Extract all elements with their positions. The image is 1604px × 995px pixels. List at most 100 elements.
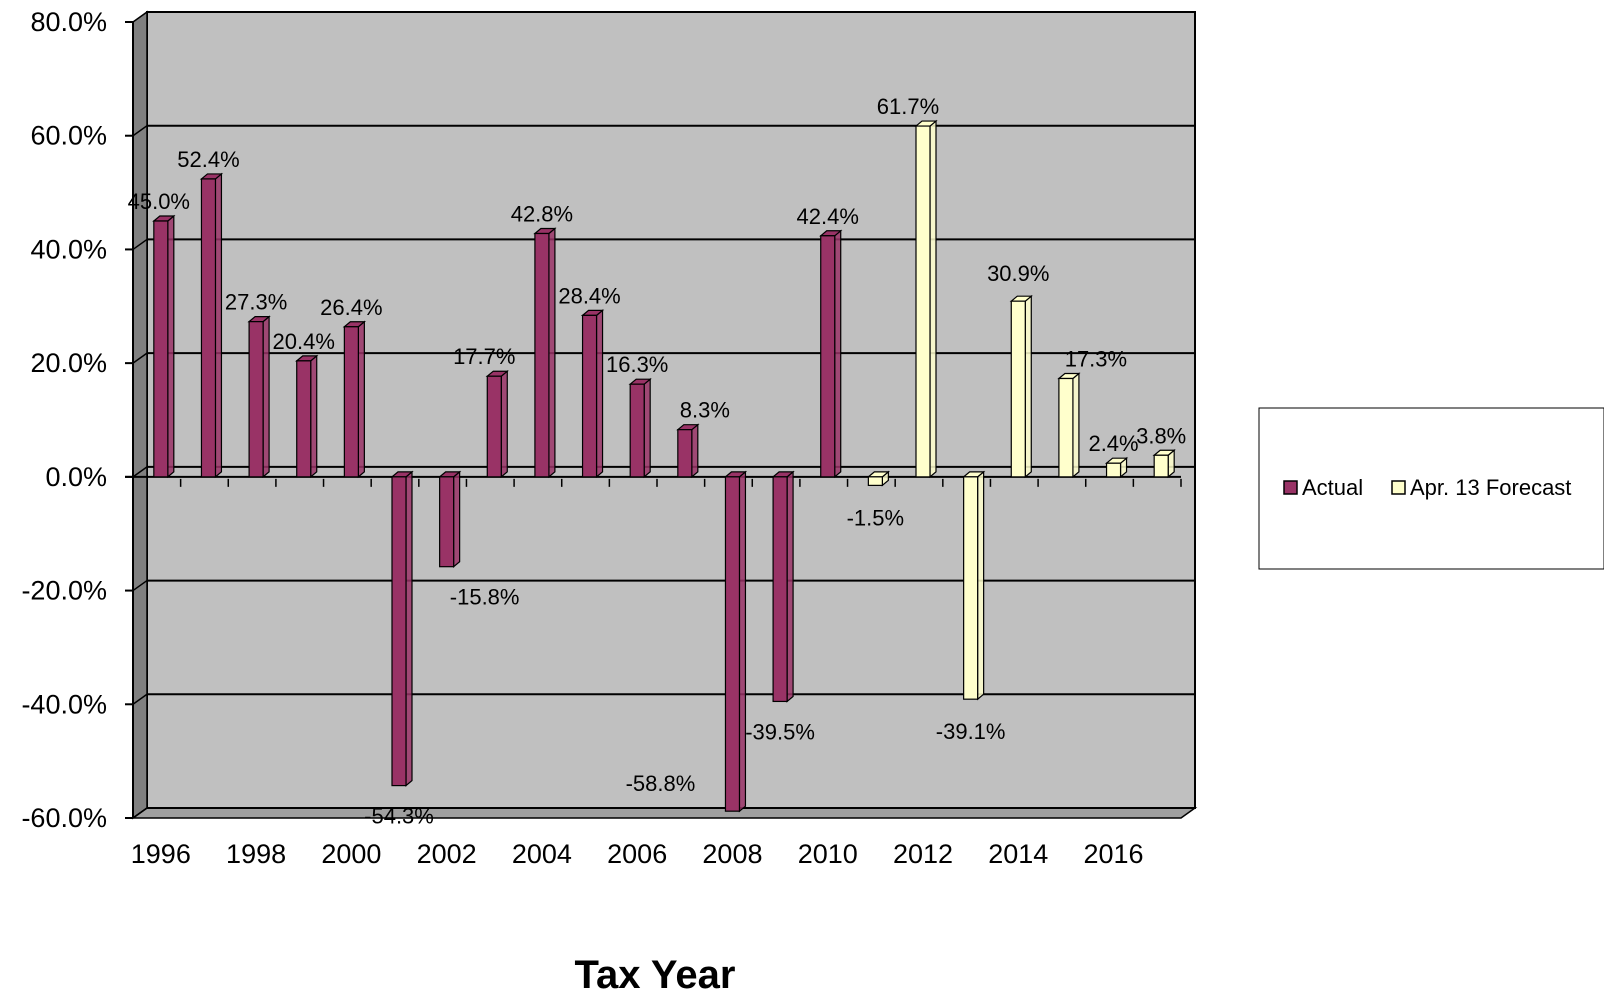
data-label: 28.4%	[558, 283, 620, 308]
bars	[152, 119, 1176, 813]
x-axis: 1996 1998 2000 2002 2004 2006 2008 2010 2012 2014…	[131, 478, 1182, 869]
gridline-depth	[132, 466, 148, 478]
bar-front	[1105, 462, 1122, 478]
y-tick-label: -60.0%	[21, 803, 107, 833]
bar	[1057, 372, 1081, 479]
bar-side	[595, 309, 604, 479]
bar-side	[786, 470, 794, 703]
x-tick-label: 2012	[893, 839, 953, 869]
bar-side	[405, 470, 413, 787]
bar	[1152, 448, 1176, 479]
x-tick-label: 2006	[607, 839, 667, 869]
bar-front	[391, 476, 407, 787]
bar-side	[643, 377, 651, 479]
bar-front	[581, 314, 598, 478]
bar	[628, 377, 652, 479]
bar	[819, 229, 843, 479]
data-label: -39.5%	[745, 719, 815, 744]
legend-swatch	[1391, 480, 1406, 495]
bar	[580, 309, 605, 479]
legend: Actual Apr. 13 Forecast	[1258, 407, 1604, 570]
data-label: 26.4%	[320, 295, 382, 320]
data-label: -54.3%	[364, 804, 434, 829]
bar-front	[1153, 454, 1169, 478]
y-tick-label: 80.0%	[30, 7, 107, 37]
bar	[1009, 294, 1033, 479]
bar-front	[153, 220, 169, 478]
bar-side	[214, 172, 223, 479]
side-wall	[132, 10, 148, 820]
x-tick-label: 2016	[1084, 839, 1144, 869]
x-tick-label: 2014	[988, 839, 1048, 869]
data-label: 30.9%	[987, 261, 1049, 286]
legend-swatch	[1283, 480, 1298, 495]
x-tick-label: 2004	[512, 839, 572, 869]
data-label: 16.3%	[606, 352, 668, 377]
bar-side	[262, 315, 270, 479]
y-axis: 80.0% 60.0% 40.0% 20.0% 0.0% -20.0% -40.0% -60.…	[21, 7, 134, 833]
data-label: 17.7%	[453, 344, 515, 369]
bar-front	[439, 476, 455, 568]
gridline-depth	[132, 579, 148, 592]
bar-side	[167, 214, 175, 479]
y-tick-label: 60.0%	[30, 121, 107, 151]
gridline-depth	[132, 352, 148, 364]
data-label: -39.1%	[936, 719, 1006, 744]
bar-front	[724, 476, 741, 812]
data-label: 27.3%	[225, 290, 287, 315]
data-label: 42.4%	[797, 204, 859, 229]
bar-side	[1072, 372, 1080, 479]
bar-front	[772, 476, 788, 703]
data-labels: 45.0% 52.4% 27.3% 20.4% 26.4% -54.3% -15.8% 17.…	[128, 94, 1187, 829]
bar	[961, 470, 986, 701]
bar-front	[963, 476, 979, 700]
data-label: -1.5%	[847, 505, 904, 530]
x-tick-label: 2000	[321, 839, 381, 869]
x-tick-label: 1998	[226, 839, 286, 869]
bar	[866, 470, 891, 487]
data-label: -15.8%	[450, 585, 520, 610]
bar-side	[1024, 294, 1032, 479]
bar-front	[1010, 300, 1026, 478]
y-tick-label: 0.0%	[45, 462, 107, 492]
bar	[723, 470, 748, 813]
bar-side	[548, 227, 556, 479]
data-label: 3.8%	[1136, 423, 1186, 448]
x-tick-label: 2008	[702, 839, 762, 869]
x-tick-label: 1996	[131, 839, 191, 869]
gridline-depth	[132, 238, 148, 251]
bar-front	[248, 321, 264, 478]
legend-label: Apr. 13 Forecast	[1410, 475, 1571, 500]
bar-front	[200, 178, 217, 478]
x-tick-label: 2002	[417, 839, 477, 869]
bar	[533, 227, 557, 479]
bar	[152, 214, 176, 479]
y-tick-label: -40.0%	[21, 689, 107, 719]
bar-side	[929, 119, 937, 479]
floor	[130, 807, 1198, 819]
bar-side	[500, 369, 508, 479]
bar-front	[915, 125, 931, 478]
bar	[914, 119, 938, 479]
bar-front	[677, 429, 693, 478]
bar-front	[867, 476, 883, 486]
data-label: -58.8%	[626, 771, 696, 796]
bar	[390, 470, 414, 787]
x-axis-title: Tax Year	[575, 953, 736, 995]
bar-side	[977, 470, 985, 701]
data-label: 42.8%	[511, 202, 573, 227]
data-label: 20.4%	[273, 329, 335, 354]
data-label: 2.4%	[1088, 431, 1138, 456]
y-tick-label: 40.0%	[30, 234, 107, 264]
y-tick-label: -20.0%	[21, 576, 107, 606]
bar	[771, 470, 795, 703]
bar	[295, 354, 319, 479]
bar-front	[534, 232, 550, 478]
bar	[676, 423, 700, 479]
y-tick-label: 20.0%	[30, 348, 107, 378]
bar	[437, 470, 462, 568]
data-label: 61.7%	[877, 94, 939, 119]
bar	[485, 369, 509, 479]
bar	[247, 315, 271, 479]
